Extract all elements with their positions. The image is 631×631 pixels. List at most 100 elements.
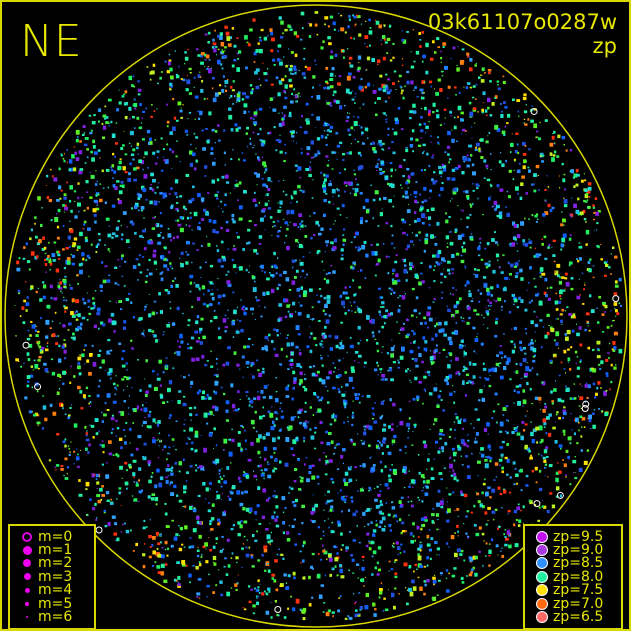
star-mark [84,162,87,164]
star-mark [494,97,497,99]
star-mark [414,211,417,214]
star-mark [263,72,268,76]
star-mark [405,146,408,149]
star-mark [587,384,591,389]
star-mark [204,53,207,57]
star-mark [402,231,406,235]
star-mark [30,251,35,256]
star-mark [331,521,334,524]
star-mark [610,253,612,255]
star-mark [81,353,85,358]
star-mark [448,272,451,275]
star-mark [148,294,150,295]
star-mark [485,307,487,309]
star-mark [134,107,137,110]
star-mark [192,242,195,245]
star-mark [285,193,288,196]
star-mark [580,435,583,438]
star-mark [394,514,397,518]
star-mark [163,445,167,449]
star-mark [107,98,112,102]
star-mark [218,327,220,330]
star-mark [438,170,443,175]
star-mark [151,70,155,75]
star-mark [560,243,564,248]
star-mark [435,383,437,385]
star-mark [22,257,26,260]
star-mark [323,550,328,555]
star-mark [76,273,79,277]
star-mark [380,160,384,165]
star-mark [293,504,297,507]
star-mark [354,602,356,605]
star-mark [272,447,277,451]
star-mark [233,44,237,48]
star-mark [340,321,343,324]
star-mark [530,421,532,423]
star-mark [78,150,83,155]
star-mark [53,297,58,301]
star-mark [207,412,211,416]
star-mark [70,209,73,213]
star-mark [578,257,582,261]
star-mark [535,221,538,223]
star-mark [353,173,357,176]
star-mark [349,286,351,288]
star-mark [557,398,562,402]
star-mark [466,575,468,577]
star-mark [555,331,560,337]
star-mark [457,515,459,517]
star-mark [588,329,591,332]
star-mark [62,299,65,302]
star-mark [152,217,155,219]
star-mark [132,104,134,106]
star-mark [406,422,411,427]
star-mark [347,615,350,617]
star-mark [190,419,192,421]
star-mark [168,434,171,437]
star-mark [379,460,383,464]
star-mark [444,442,448,446]
star-mark [421,80,426,84]
star-mark [518,384,522,388]
star-mark [565,307,567,309]
star-mark [428,548,432,552]
star-mark [453,116,456,119]
star-mark [159,476,164,481]
star-mark [440,297,443,299]
star-mark [533,123,537,129]
star-mark [466,82,471,85]
star-mark [343,228,346,231]
star-mark [531,183,534,186]
star-mark [463,365,466,368]
star-mark [532,359,536,363]
star-mark [216,444,218,446]
star-mark [156,268,158,270]
star-mark [253,51,257,56]
star-mark [109,300,111,302]
star-mark [412,486,414,489]
star-mark [603,391,607,397]
star-mark [489,114,493,117]
star-mark [391,278,395,282]
star-mark [160,571,165,576]
star-mark [487,135,489,137]
star-mark [109,373,113,376]
star-mark [284,28,288,32]
star-mark [345,391,347,393]
star-mark [375,444,380,449]
star-mark [555,471,559,475]
star-mark [78,263,82,267]
star-mark [190,216,192,219]
star-mark [380,582,383,584]
star-mark [476,142,480,147]
star-mark [45,348,49,352]
star-mark [292,380,297,384]
star-mark [230,587,233,589]
star-mark [313,392,316,396]
star-mark [501,440,505,444]
star-mark [179,109,183,113]
star-mark [208,396,212,400]
star-mark [242,305,245,308]
star-mark [272,437,276,443]
